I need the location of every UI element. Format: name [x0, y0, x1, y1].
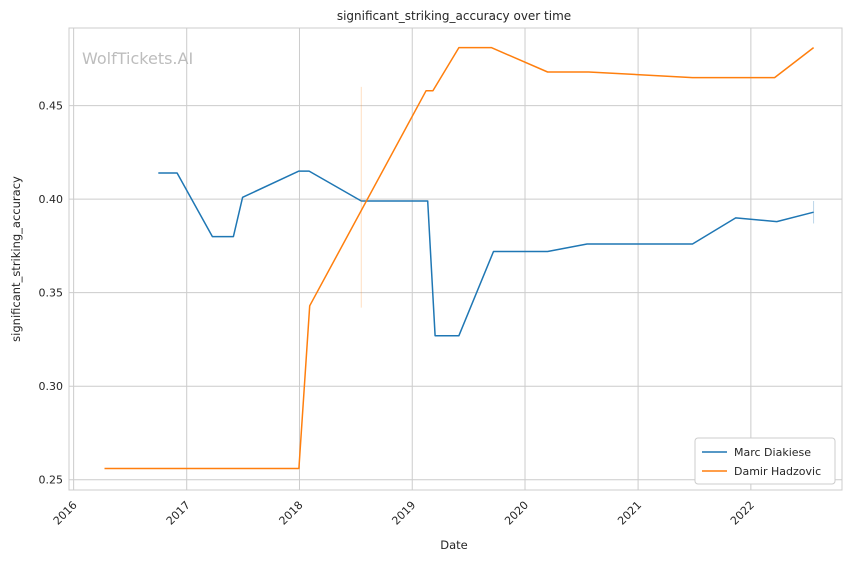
- x-tick-label: 2021: [615, 499, 644, 528]
- series-line-damir-hadzovic: [104, 46, 815, 470]
- legend: Marc Diakiese Damir Hadzovic: [694, 437, 836, 485]
- watermark: WolfTickets.AI: [82, 49, 193, 68]
- chart-title: significant_striking_accuracy over time: [337, 9, 571, 23]
- y-axis-label: significant_striking_accuracy: [9, 176, 23, 342]
- x-tick-label: 2018: [277, 499, 306, 528]
- y-tick-label: 0.25: [39, 474, 64, 487]
- series-line-marc-diakiese: [158, 170, 814, 337]
- series-lines: [104, 46, 815, 470]
- vertical-markers: [360, 86, 815, 308]
- plot-area: [68, 27, 843, 491]
- x-tick-label: 2022: [728, 499, 757, 528]
- y-tick-label: 0.30: [39, 380, 64, 393]
- y-axis-ticks: 0.25 0.30 0.35 0.40 0.45: [39, 100, 64, 487]
- y-tick-label: 0.45: [39, 100, 64, 113]
- legend-label-damir-hadzovic: Damir Hadzovic: [734, 465, 821, 478]
- x-tick-label: 2019: [389, 499, 418, 528]
- x-tick-label: 2020: [502, 499, 531, 528]
- x-axis-label: Date: [440, 538, 468, 552]
- x-tick-label: 2017: [164, 499, 193, 528]
- x-axis-ticks: 2016 2017 2018 2019 2020 2021 2022: [51, 499, 757, 528]
- y-tick-label: 0.40: [39, 193, 64, 206]
- y-tick-label: 0.35: [39, 287, 64, 300]
- x-tick-label: 2016: [51, 499, 80, 528]
- grid: [69, 28, 842, 490]
- legend-box: [694, 437, 836, 485]
- legend-label-marc-diakiese: Marc Diakiese: [734, 446, 811, 459]
- plot-frame: [68, 27, 843, 491]
